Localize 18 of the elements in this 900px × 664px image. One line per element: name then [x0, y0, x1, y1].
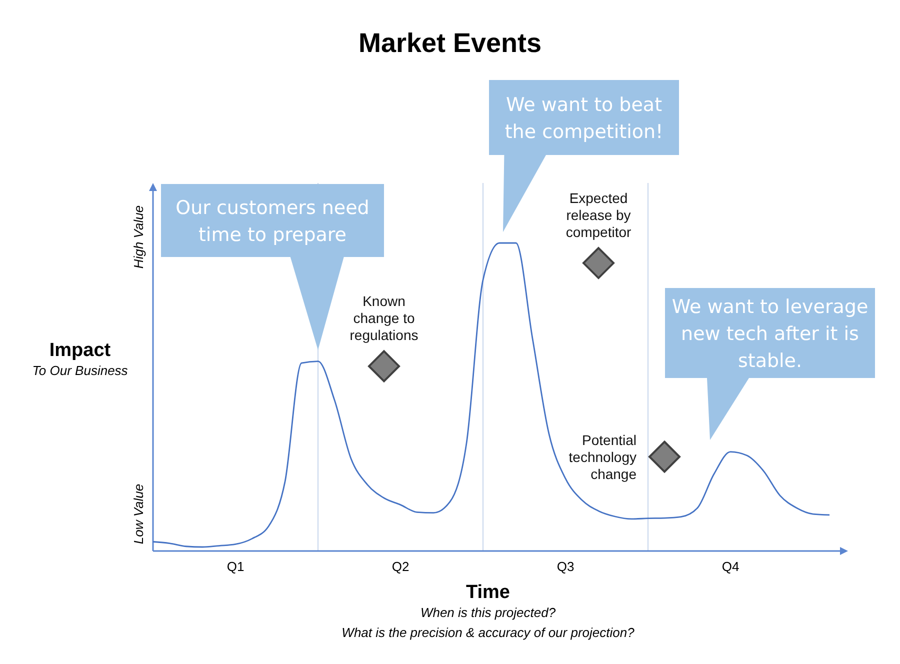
annotation: Potential technology change [568, 432, 637, 482]
text: When is this projected? [420, 605, 556, 620]
text: To Our Business [32, 363, 128, 378]
x-axis-title: Time [466, 582, 510, 603]
y-axis-title: Impact [49, 340, 112, 361]
text: What is the precision & accuracy of our projection? [342, 625, 636, 640]
text: We want to beat the competition! [504, 94, 664, 143]
text: Low Value [131, 484, 146, 544]
annotation: Our customers need time to prepare [176, 197, 370, 246]
chart-title: Market Events [358, 28, 542, 58]
annotation: We want to leverage new tech after it is stable. [672, 296, 868, 372]
x-tick-label: Q1 [226, 559, 244, 574]
text: Expected release by competitor [566, 190, 632, 240]
annotation: Known change to regulations [350, 293, 418, 344]
x-tick-label: Q4 [722, 559, 740, 574]
text: High Value [131, 205, 146, 269]
x-tick-label: Q2 [392, 559, 410, 574]
x-tick-label: Q3 [556, 559, 574, 574]
